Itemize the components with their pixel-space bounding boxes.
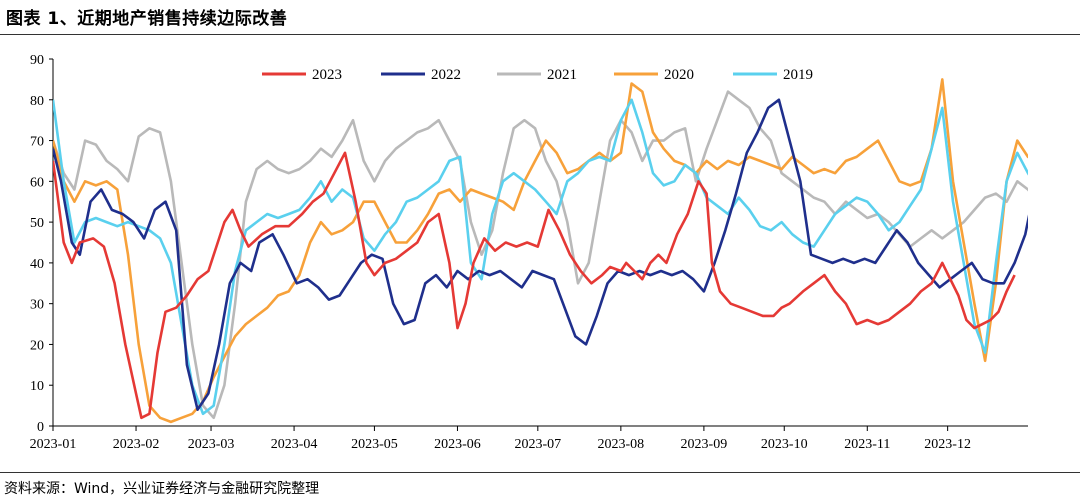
x-tick-label: 2023-07 — [514, 437, 561, 452]
y-tick-label: 30 — [30, 298, 44, 313]
legend-label-2020: 2020 — [664, 67, 694, 83]
y-tick-label: 0 — [37, 420, 44, 435]
y-tick-label: 60 — [30, 175, 44, 190]
series-line-2020 — [53, 78, 1028, 424]
legend-label-2021: 2021 — [547, 67, 577, 83]
chart-legend: 2023 2022 2021 2020 2019 — [262, 67, 813, 83]
y-tick-label: 20 — [30, 338, 44, 353]
y-tick-label: 70 — [30, 135, 44, 150]
x-tick-label: 2023-02 — [113, 437, 160, 452]
x-tick-label: 2023-06 — [434, 437, 481, 452]
x-tick-label: 2023-09 — [681, 437, 728, 452]
y-tick-label: 50 — [30, 216, 44, 231]
series-line-2022 — [53, 98, 1028, 411]
x-tick-label: 2023-01 — [30, 437, 77, 452]
y-tick-label: 10 — [30, 379, 44, 394]
legend-label-2022: 2022 — [431, 67, 461, 83]
x-tick-label: 2023-10 — [761, 437, 808, 452]
series-line-2021 — [53, 90, 1028, 420]
legend-label-2023: 2023 — [312, 67, 342, 83]
x-tick-label: 2023-04 — [271, 437, 318, 452]
series-line-2023 — [53, 151, 1016, 420]
x-tick-label: 2023-03 — [188, 437, 235, 452]
x-tick-label: 2023-12 — [924, 437, 971, 452]
legend-label-2019: 2019 — [783, 67, 813, 83]
bottom-divider — [0, 472, 1080, 473]
x-tick-label: 2023-05 — [351, 437, 398, 452]
source-note: 资料来源：Wind，兴业证券经济与金融研究院整理 — [4, 481, 320, 497]
top-divider — [0, 34, 1080, 35]
chart-axes: 0 10 20 30 40 50 60 70 80 90 2023-01 2023-02 2023-03… — [30, 53, 1028, 452]
series-line-2019 — [53, 98, 1028, 416]
x-tick-label: 2023-08 — [598, 437, 645, 452]
chart-title: 图表 1、近期地产销售持续边际改善 — [6, 9, 288, 29]
y-tick-label: 40 — [30, 257, 44, 272]
line-chart: 0 10 20 30 40 50 60 70 80 90 2023-01 2023-02 2023-03… — [30, 53, 1028, 452]
y-tick-label: 80 — [30, 94, 44, 109]
chart-series — [53, 78, 1028, 424]
x-tick-label: 2023-11 — [844, 437, 890, 452]
y-tick-label: 90 — [30, 53, 44, 68]
